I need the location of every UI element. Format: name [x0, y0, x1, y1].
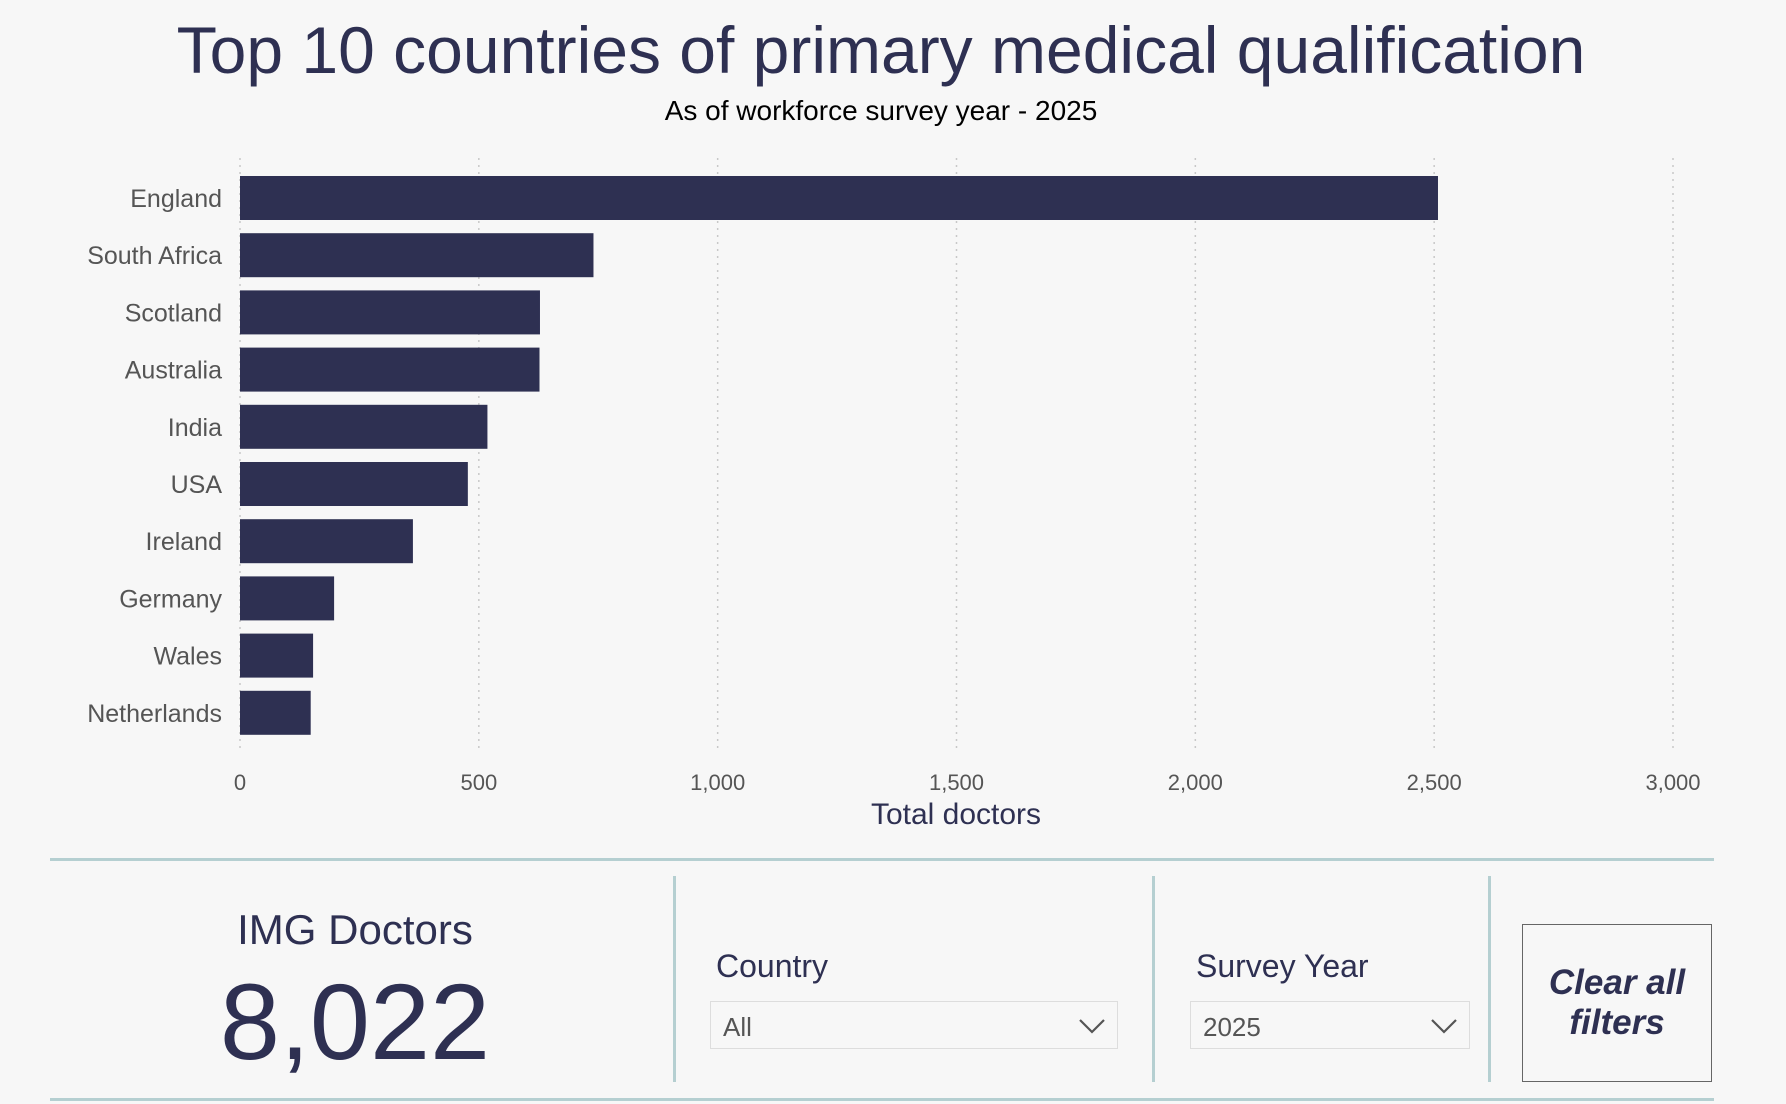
- chart-title: Top 10 countries of primary medical qual…: [176, 13, 1586, 87]
- bottom-separator: [50, 1098, 1714, 1101]
- tick-label: 3,000: [1645, 770, 1700, 795]
- bar-scotland[interactable]: [240, 290, 540, 335]
- chevron-down-icon: [1079, 1019, 1105, 1034]
- category-label: Germany: [119, 585, 222, 613]
- category-labels: England South Africa Scotland Australia Indi…: [87, 185, 222, 728]
- bar-wales[interactable]: [240, 633, 314, 678]
- tick-label: 1,500: [929, 770, 984, 795]
- tick-labels: 0 500 1,000 1,500 2,000 2,500 3,000: [234, 770, 1701, 795]
- category-label: Australia: [125, 357, 222, 385]
- country-select-value: All: [723, 1012, 752, 1042]
- bar-netherlands[interactable]: [240, 690, 311, 735]
- bar-australia[interactable]: [240, 347, 540, 392]
- chart-subtitle: As of workforce survey year - 2025: [664, 95, 1098, 126]
- divider-3: [1488, 876, 1491, 1082]
- chevron-down-icon: [1431, 1019, 1457, 1034]
- tick-label: 500: [460, 770, 497, 795]
- divider-2: [1152, 876, 1155, 1082]
- kpi-label: IMG Doctors: [237, 906, 473, 953]
- category-label: England: [130, 185, 222, 213]
- tick-label: 0: [234, 770, 246, 795]
- tick-label: 2,500: [1407, 770, 1462, 795]
- category-label: Scotland: [125, 299, 222, 327]
- survey-year-select[interactable]: 2025: [1190, 1001, 1470, 1049]
- bar-chart: England South Africa Scotland Australia Indi…: [87, 158, 1701, 831]
- country-filter-label: Country: [716, 948, 829, 984]
- category-label: India: [168, 414, 222, 442]
- top-separator: [50, 858, 1714, 861]
- tick-label: 1,000: [690, 770, 745, 795]
- category-label: Wales: [153, 643, 222, 671]
- x-axis-title: Total doctors: [871, 798, 1041, 831]
- divider-1: [673, 876, 676, 1082]
- bar-england[interactable]: [240, 176, 1438, 220]
- bar-ireland[interactable]: [240, 519, 413, 564]
- category-label: USA: [171, 471, 223, 499]
- bar-germany[interactable]: [240, 576, 335, 621]
- survey-year-select-value: 2025: [1203, 1012, 1261, 1042]
- clear-all-filters-label: Clear all filters: [1548, 963, 1686, 1042]
- bars: [240, 176, 1438, 735]
- survey-year-filter-label: Survey Year: [1196, 948, 1369, 984]
- bar-usa[interactable]: [240, 462, 468, 506]
- category-label: South Africa: [87, 242, 222, 270]
- tick-label: 2,000: [1168, 770, 1223, 795]
- clear-all-filters-button[interactable]: Clear all filters: [1522, 924, 1712, 1082]
- category-label: Netherlands: [87, 700, 222, 728]
- category-label: Ireland: [146, 528, 222, 556]
- kpi-value: 8,022: [219, 961, 491, 1082]
- bar-south-africa[interactable]: [240, 233, 594, 278]
- country-select[interactable]: All: [710, 1001, 1118, 1049]
- bar-india[interactable]: [240, 404, 488, 449]
